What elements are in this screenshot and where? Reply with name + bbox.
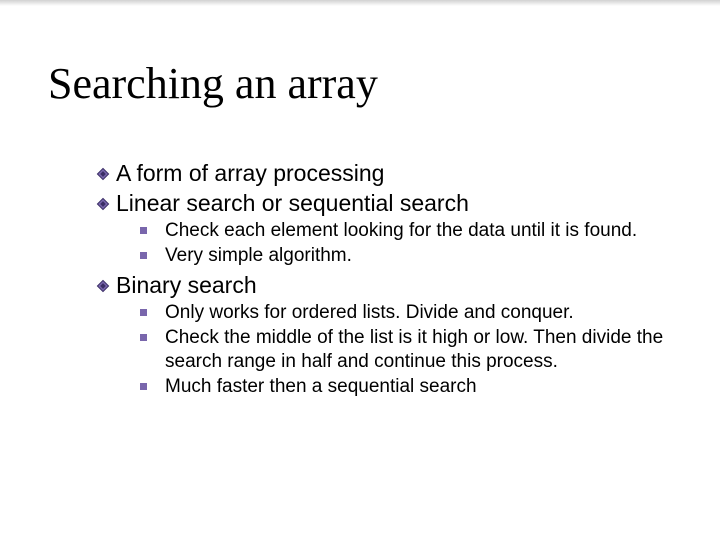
list-item-text: Only works for ordered lists. Divide and… xyxy=(165,301,680,325)
slide-title: Searching an array xyxy=(48,58,378,109)
bullet-level1: A form of array processing xyxy=(96,160,680,188)
diamond-bullet-icon xyxy=(96,167,110,181)
list-item: Linear search or sequential search xyxy=(96,190,680,218)
list-item-text: Much faster then a sequential search xyxy=(165,375,680,399)
square-bullet-icon xyxy=(140,227,147,234)
list-item-text: Linear search or sequential search xyxy=(116,190,680,218)
list-item: Very simple algorithm. xyxy=(140,244,680,268)
slide: Searching an array A form of array proce… xyxy=(0,0,720,540)
list-item: A form of array processing xyxy=(96,160,680,188)
diamond-bullet-icon xyxy=(96,197,110,211)
list-item: Check the middle of the list is it high … xyxy=(140,326,680,374)
list-item-text: A form of array processing xyxy=(116,160,680,188)
square-bullet-icon xyxy=(140,334,147,341)
top-shadow xyxy=(0,0,720,6)
list-item-text: Very simple algorithm. xyxy=(165,244,680,268)
square-bullet-icon xyxy=(140,309,147,316)
list-item-text: Check the middle of the list is it high … xyxy=(165,326,680,374)
list-item: Binary search xyxy=(96,272,680,300)
bullet-level2-group: Check each element looking for the data … xyxy=(140,219,680,268)
bullet-level1: Linear search or sequential search Check… xyxy=(96,190,680,268)
list-item: Much faster then a sequential search xyxy=(140,375,680,399)
bullet-level1: Binary search Only works for ordered lis… xyxy=(96,272,680,399)
list-item-text: Check each element looking for the data … xyxy=(165,219,680,243)
list-item-text: Binary search xyxy=(116,272,680,300)
bullet-level2-group: Only works for ordered lists. Divide and… xyxy=(140,301,680,398)
list-item: Only works for ordered lists. Divide and… xyxy=(140,301,680,325)
square-bullet-icon xyxy=(140,252,147,259)
diamond-bullet-icon xyxy=(96,279,110,293)
list-item: Check each element looking for the data … xyxy=(140,219,680,243)
slide-body: A form of array processing Linear search… xyxy=(96,160,680,402)
square-bullet-icon xyxy=(140,383,147,390)
